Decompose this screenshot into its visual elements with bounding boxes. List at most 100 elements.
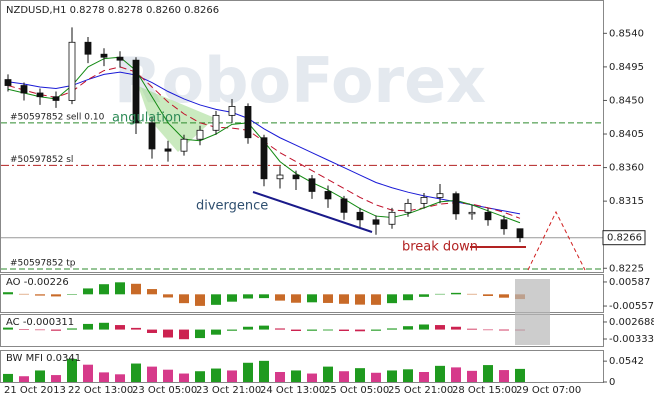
histogram-bar [275,372,285,382]
histogram-bar [211,329,221,335]
histogram-bar [131,327,141,330]
order-label: #50597852 tp [10,259,76,269]
candle-body [516,228,524,239]
order-label: #50597852 sell 0.10 [10,112,105,122]
histogram-bar [131,283,141,295]
histogram-bar [179,329,189,340]
x-tick-label: 23 Oct 21:00 [196,385,261,396]
y-tick-label: 0.8540 [609,28,644,39]
histogram-bar [163,329,173,338]
candle-body [68,41,76,101]
histogram-bar [259,325,269,330]
candle-body [52,96,60,101]
histogram-bar [339,294,349,304]
candle-body [388,211,396,225]
y-tick-label: 0.8225 [609,263,644,274]
histogram-bar [419,372,429,382]
candle-body [212,114,220,131]
candle-body [132,59,140,124]
x-tick-label: 21 Oct 2013 [4,385,66,396]
y-tick-label: 0.8315 [609,196,644,207]
annotation: angulation [112,111,181,126]
annotation: divergence [196,199,268,214]
histogram-bar [19,376,29,382]
candle-body [276,174,284,180]
histogram-bar [451,292,461,295]
candle-body [196,129,204,140]
y-tick-label: 0.0542 [609,356,644,367]
histogram-bar [163,369,173,382]
histogram-bar [339,329,349,331]
y-tick-label: -0.00557 [609,301,654,312]
histogram-bar [163,294,173,298]
x-tick-label: 24 Oct 13:00 [260,385,325,396]
histogram-bar [307,373,317,382]
histogram-bar [195,329,205,339]
histogram-bar [51,294,61,297]
histogram-bar [499,370,509,382]
histogram-bar [35,370,45,382]
histogram-bar [83,364,93,382]
histogram-bar [227,329,237,331]
panel-frame [0,314,604,347]
candle-body [228,106,236,116]
histogram-bar [451,367,461,382]
histogram-bar [419,324,429,330]
x-tick-label: 25 Oct 21:00 [388,385,453,396]
histogram-bar [387,328,397,330]
histogram-bar [195,294,205,306]
histogram-bar [307,329,317,331]
histogram-bar [355,329,365,332]
indicator-title: BW MFI 0.0341 [6,353,81,364]
histogram-bar [179,373,189,382]
candle-body [84,41,92,55]
annotation: break down [402,240,478,255]
histogram-bar [403,369,413,382]
histogram-bar [403,294,413,301]
candle-body [356,211,364,221]
candle-body [452,193,460,215]
histogram-bar [323,329,333,331]
histogram-bar [3,373,13,382]
price-box [602,230,646,246]
histogram-bar [147,366,157,382]
candle-body [116,56,124,61]
indicator-title: AO -0.00226 [6,277,69,288]
histogram-bar [467,370,477,382]
x-tick-label: 22 Oct 13:00 [68,385,133,396]
candle-body [36,92,44,98]
order-label: #50597852 sl [10,155,73,165]
histogram-bar [243,362,253,382]
divergence-line [252,191,373,233]
candle-body [468,211,476,215]
histogram-bar [115,374,125,382]
candle-body [420,197,428,204]
candle-body [372,219,380,225]
price-label: 0.8266 [607,233,642,244]
histogram-bar [83,288,93,295]
histogram-bar [467,293,477,295]
chart-title: NZDUSD,H1 0.8278 0.8278 0.8260 0.8266 [6,5,219,16]
panel-frame [0,350,604,383]
candle-body [164,148,172,152]
histogram-bar [419,294,429,297]
histogram-bar [67,294,77,295]
histogram-bar [323,294,333,303]
histogram-bar [483,329,493,331]
histogram-bar [211,368,221,382]
histogram-bar [243,326,253,330]
histogram-bar [147,329,157,333]
histogram-bar [147,289,157,295]
candle-body [244,106,252,139]
y-tick-label: 0.8450 [609,95,644,106]
histogram-bar [275,328,285,330]
histogram-bar [227,294,237,302]
histogram-bar [131,363,141,382]
histogram-bar [99,372,109,382]
histogram-bar [323,366,333,382]
candle-body [404,202,412,213]
histogram-bar [483,294,493,296]
histogram-bar [435,365,445,382]
